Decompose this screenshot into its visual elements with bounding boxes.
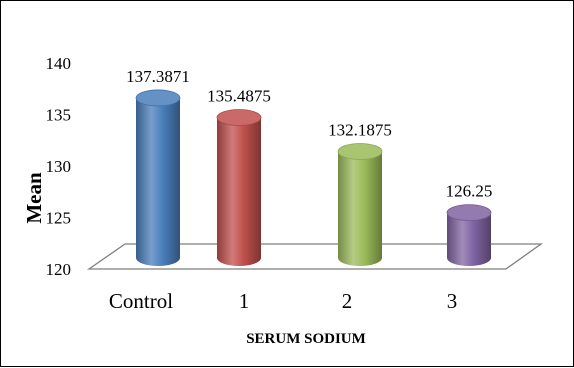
bar-top — [446, 204, 492, 222]
y-axis-title: Mean — [22, 172, 46, 224]
floor-plane — [86, 243, 544, 270]
bars — [135, 89, 492, 266]
bar-top — [135, 89, 181, 107]
bar-control — [135, 89, 181, 266]
x-category-label: 1 — [239, 289, 250, 313]
y-tick-label: 125 — [46, 209, 72, 228]
x-category-label: 2 — [342, 289, 353, 313]
bar-2 — [337, 143, 383, 266]
bar-top — [337, 143, 383, 160]
bar-body — [217, 117, 261, 266]
data-label: 126.25 — [446, 182, 493, 201]
data-labels: 137.3871 135.4875 132.1875 126.25 — [126, 67, 492, 201]
bar-top — [216, 109, 262, 126]
data-label: 137.3871 — [126, 67, 190, 86]
bar-body — [447, 212, 491, 266]
bar-body — [136, 97, 180, 266]
x-category-label: 3 — [447, 289, 458, 313]
y-tick-label: 140 — [46, 54, 72, 73]
bar-1 — [216, 109, 262, 266]
data-label: 135.4875 — [207, 86, 271, 105]
data-label: 132.1875 — [328, 120, 392, 139]
y-axis-ticks: 140 135 130 125 120 — [46, 54, 72, 279]
y-tick-label: 135 — [46, 106, 72, 125]
y-tick-label: 120 — [46, 260, 72, 279]
x-axis-categories: Control 1 2 3 — [109, 289, 457, 313]
chart-floor — [86, 243, 544, 270]
bar-body — [338, 151, 382, 266]
x-category-label: Control — [109, 289, 173, 313]
bar-3 — [446, 204, 492, 266]
x-axis-title: SERUM SODIUM — [246, 331, 366, 347]
y-tick-label: 130 — [46, 157, 72, 176]
